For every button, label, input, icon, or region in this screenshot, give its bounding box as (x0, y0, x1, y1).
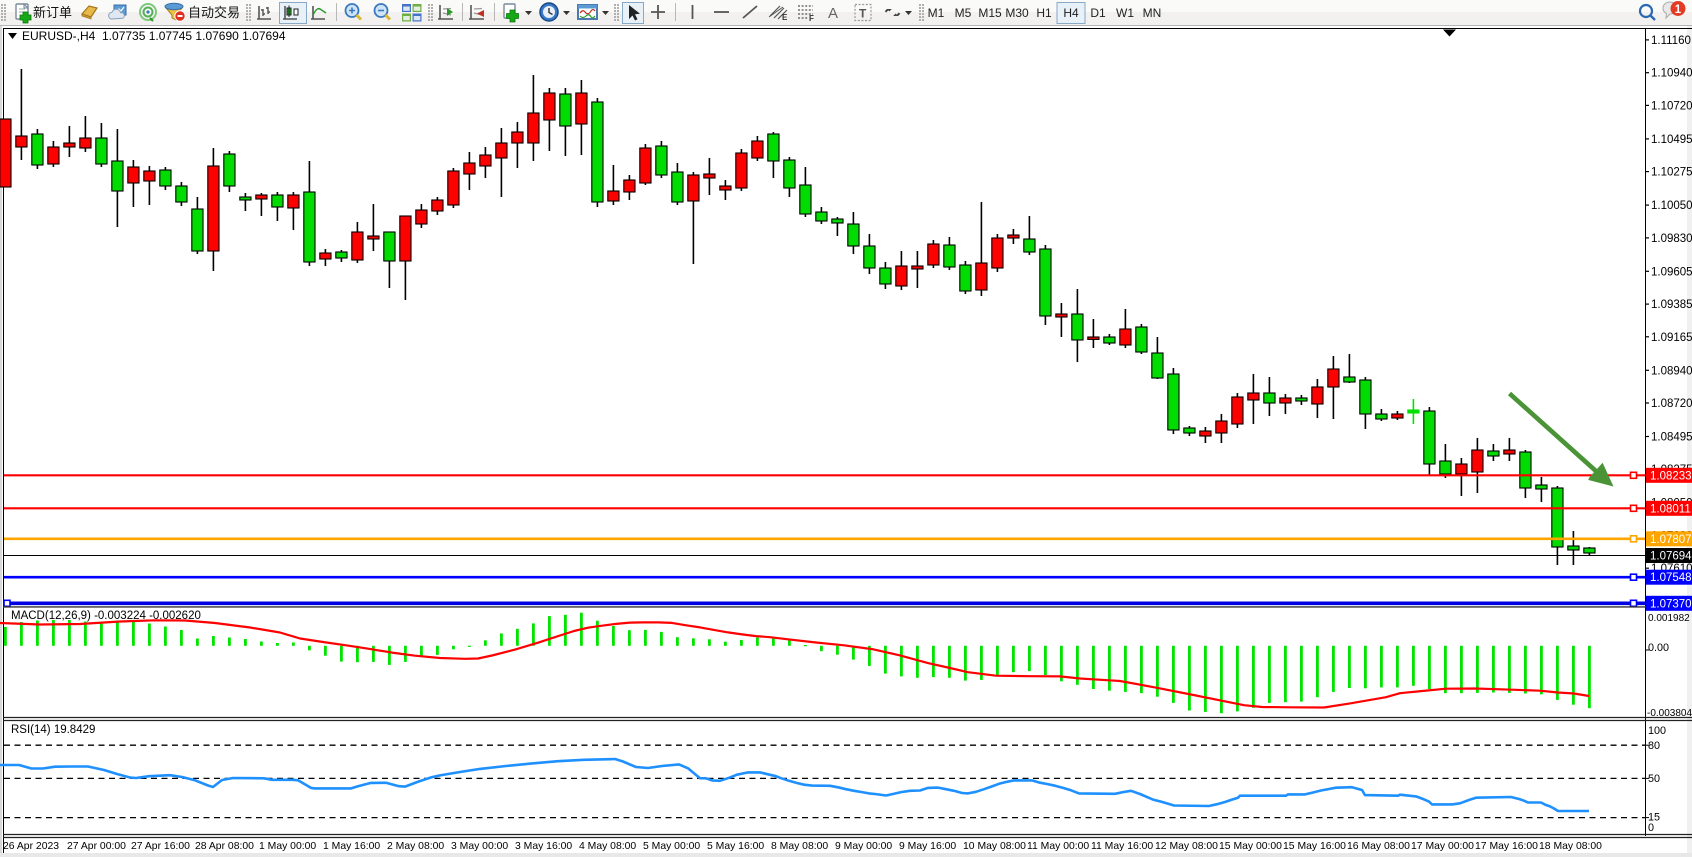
svg-text:2 May 08:00: 2 May 08:00 (387, 841, 444, 852)
svg-text:1.11160: 1.11160 (1651, 35, 1691, 47)
svg-text:5 May 00:00: 5 May 00:00 (643, 841, 700, 852)
svg-text:M30: M30 (1005, 6, 1029, 20)
svg-text:15: 15 (1648, 812, 1660, 824)
svg-text:27 Apr 00:00: 27 Apr 00:00 (67, 841, 126, 852)
svg-text:3 May 16:00: 3 May 16:00 (515, 841, 572, 852)
svg-text:5 May 16:00: 5 May 16:00 (707, 841, 764, 852)
svg-text:1.10495: 1.10495 (1651, 134, 1692, 146)
svg-text:8 May 08:00: 8 May 08:00 (771, 841, 828, 852)
svg-text:H4: H4 (1063, 6, 1079, 20)
svg-text:1.10940: 1.10940 (1651, 68, 1692, 80)
svg-text:1.09165: 1.09165 (1651, 332, 1692, 344)
svg-text:1.08940: 1.08940 (1651, 365, 1692, 377)
svg-text:D1: D1 (1090, 6, 1106, 20)
svg-text:12 May 08:00: 12 May 08:00 (1155, 841, 1218, 852)
svg-text:11 May 16:00: 11 May 16:00 (1091, 841, 1153, 852)
svg-text:9 May 16:00: 9 May 16:00 (899, 841, 956, 852)
svg-text:1.07807: 1.07807 (1650, 534, 1692, 546)
svg-text:W1: W1 (1116, 6, 1134, 20)
svg-text:9 May 00:00: 9 May 00:00 (835, 841, 892, 852)
svg-text:3 May 00:00: 3 May 00:00 (451, 841, 508, 852)
svg-text:MACD(12,26,9) -0.003224 -0.002: MACD(12,26,9) -0.003224 -0.002620 (11, 610, 201, 622)
svg-text:1.10275: 1.10275 (1651, 167, 1692, 179)
svg-text:A: A (828, 5, 838, 22)
svg-text:1 May 00:00: 1 May 00:00 (259, 841, 316, 852)
svg-text:RSI(14) 19.8429: RSI(14) 19.8429 (11, 724, 95, 736)
svg-text:16 May 08:00: 16 May 08:00 (1347, 841, 1410, 852)
svg-text:EURUSD-,H4 1.07735 1.07745 1.: EURUSD-,H4 1.07735 1.07745 1.07690 1.076… (22, 29, 286, 43)
svg-text:1.09830: 1.09830 (1651, 233, 1692, 245)
svg-text:1.10720: 1.10720 (1651, 100, 1692, 112)
svg-text:T: T (859, 7, 867, 21)
svg-text:1.07548: 1.07548 (1650, 572, 1692, 584)
svg-text:28 Apr 08:00: 28 Apr 08:00 (195, 841, 254, 852)
svg-text:17 May 00:00: 17 May 00:00 (1411, 841, 1474, 852)
svg-text:1.08720: 1.08720 (1651, 398, 1692, 410)
svg-text:M1: M1 (928, 6, 945, 20)
svg-text:0: 0 (1648, 822, 1654, 834)
svg-text:26 Apr 2023: 26 Apr 2023 (3, 841, 59, 852)
svg-text:17 May 16:00: 17 May 16:00 (1475, 841, 1538, 852)
svg-text:1.08495: 1.08495 (1651, 432, 1692, 444)
svg-text:H1: H1 (1036, 6, 1052, 20)
svg-text:4 May 08:00: 4 May 08:00 (579, 841, 636, 852)
svg-text:新订单: 新订单 (33, 5, 72, 20)
svg-text:1.10050: 1.10050 (1651, 200, 1692, 212)
svg-text:27 Apr 16:00: 27 Apr 16:00 (131, 841, 190, 852)
svg-text:1.08233: 1.08233 (1650, 470, 1692, 482)
svg-text:1.07694: 1.07694 (1650, 551, 1692, 563)
svg-text:1.08011: 1.08011 (1650, 503, 1691, 515)
svg-text:10 May 08:00: 10 May 08:00 (963, 841, 1026, 852)
svg-text:M5: M5 (955, 6, 972, 20)
svg-text:100: 100 (1648, 725, 1666, 737)
svg-text:1: 1 (1675, 4, 1682, 16)
svg-text:80: 80 (1648, 740, 1660, 752)
svg-text:15 May 00:00: 15 May 00:00 (1219, 841, 1282, 852)
svg-text:0.00: 0.00 (1648, 642, 1669, 654)
svg-text:11 May 00:00: 11 May 00:00 (1027, 841, 1089, 852)
svg-text:1.09385: 1.09385 (1651, 299, 1692, 311)
svg-text:-0.003804: -0.003804 (1647, 708, 1692, 719)
svg-text:15 May 16:00: 15 May 16:00 (1283, 841, 1346, 852)
svg-text:1.09605: 1.09605 (1651, 266, 1692, 278)
svg-text:M15: M15 (978, 6, 1002, 20)
svg-text:50: 50 (1648, 773, 1660, 785)
svg-text:1 May 16:00: 1 May 16:00 (323, 841, 380, 852)
svg-text:MN: MN (1143, 6, 1162, 20)
svg-text:18 May 08:00: 18 May 08:00 (1539, 841, 1602, 852)
svg-text:E: E (782, 13, 788, 22)
svg-text:F: F (809, 14, 814, 23)
svg-text:0.001982: 0.001982 (1648, 613, 1690, 624)
svg-text:1.07370: 1.07370 (1650, 598, 1692, 610)
svg-text:自动交易: 自动交易 (188, 5, 240, 20)
